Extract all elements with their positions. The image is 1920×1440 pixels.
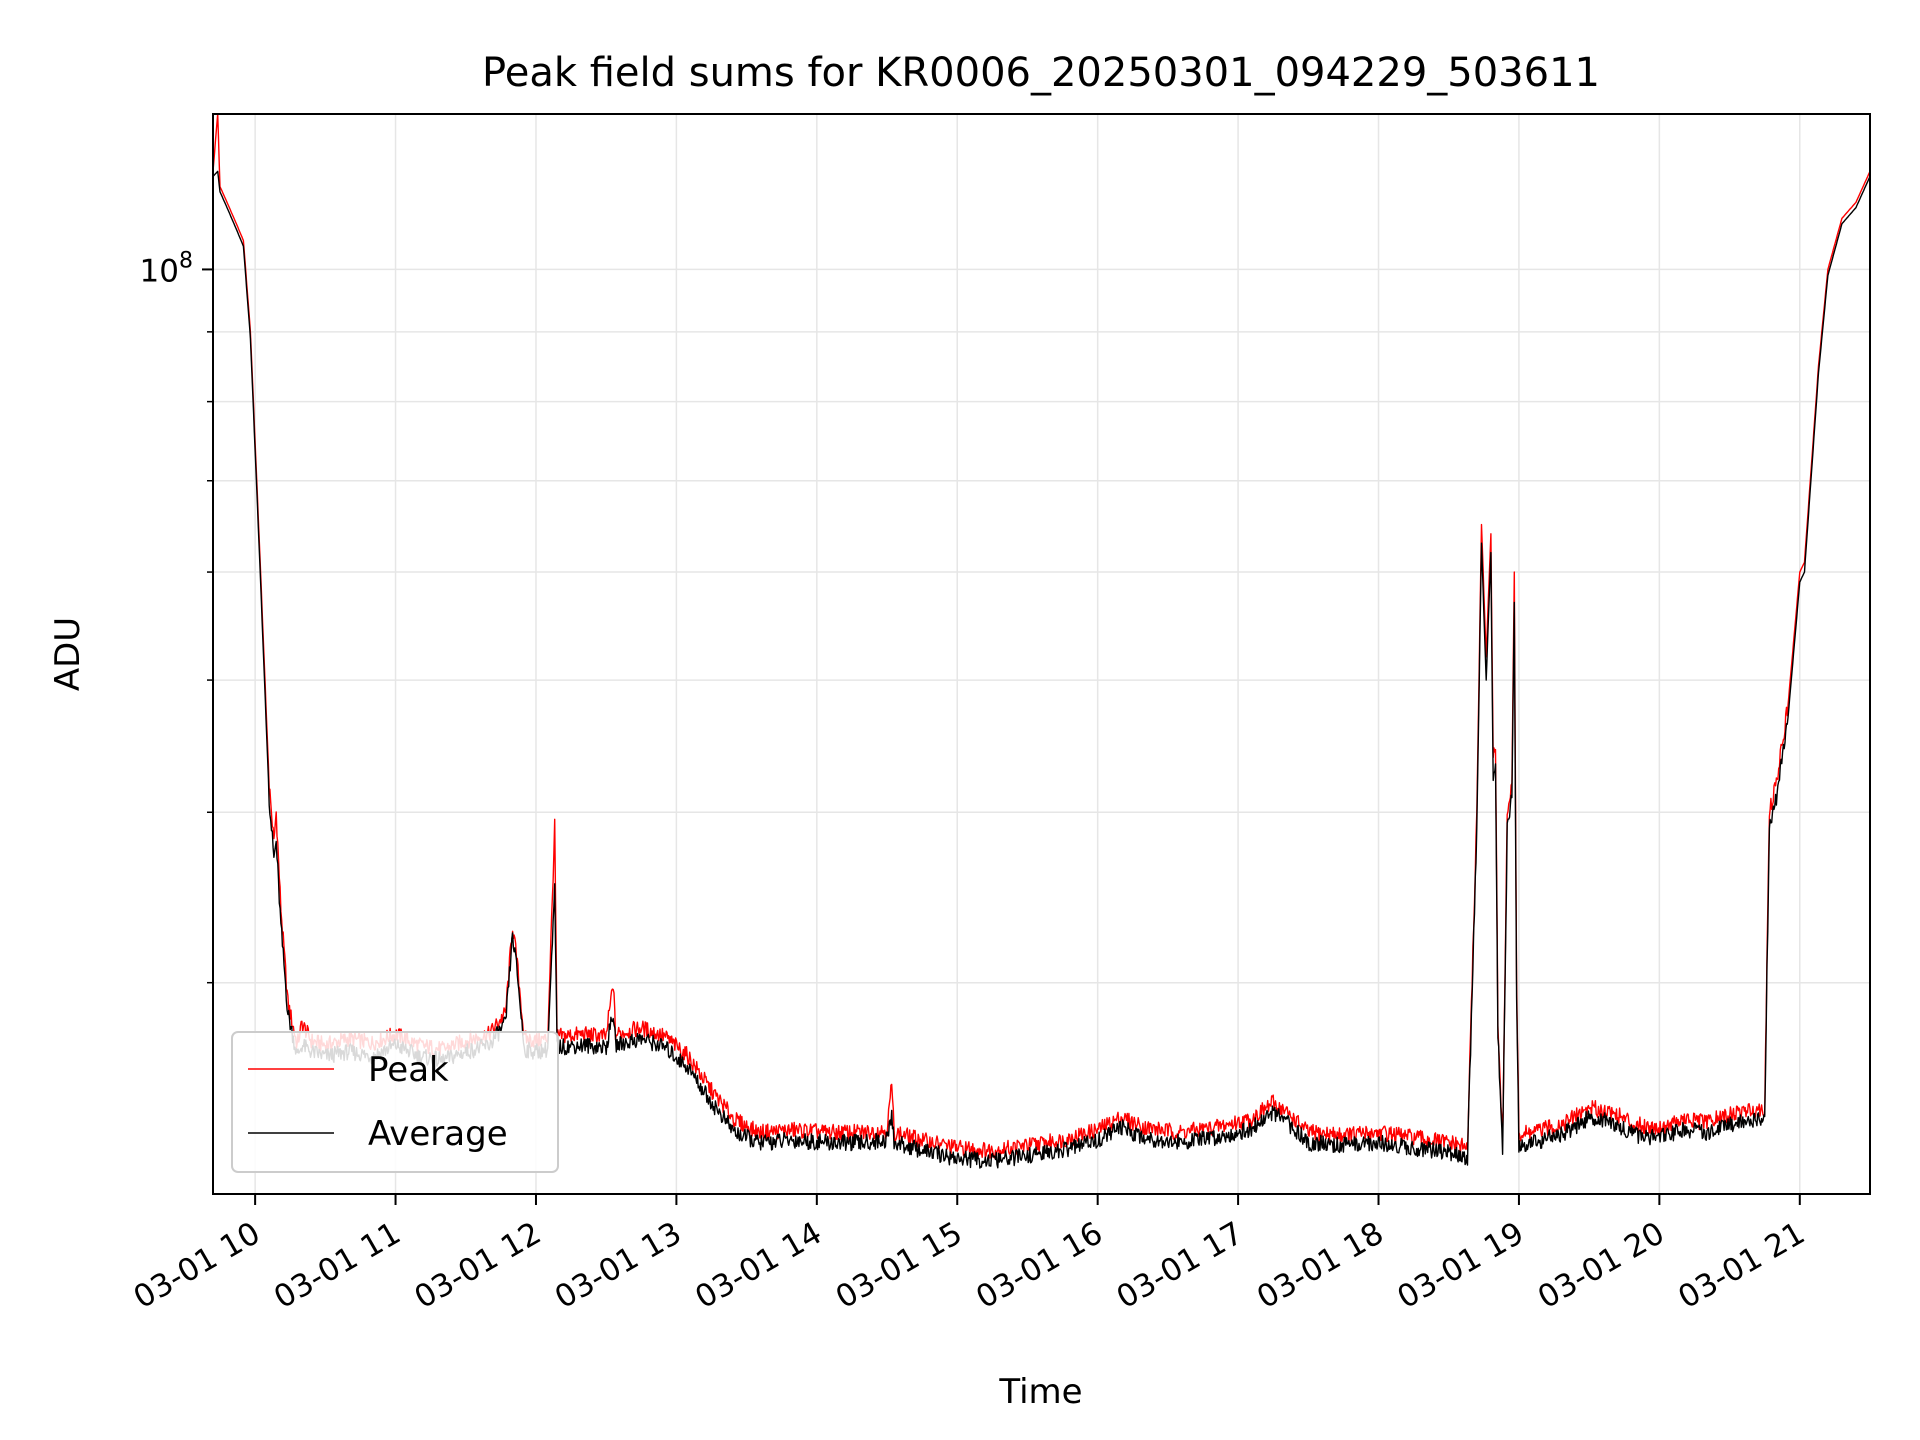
y-axis-label: ADU: [48, 617, 88, 691]
grid: [213, 114, 1870, 1194]
y-tick-label: 108: [140, 248, 193, 289]
legend-label-peak: Peak: [368, 1050, 449, 1090]
legend-label-average: Average: [368, 1114, 508, 1154]
x-axis-label: Time: [998, 1372, 1082, 1412]
legend: Peak Average: [231, 1031, 559, 1173]
chart-title: Peak field sums for KR0006_20250301_0942…: [482, 50, 1600, 96]
legend-box: [231, 1031, 559, 1173]
plot-frame: [212, 113, 1871, 1195]
